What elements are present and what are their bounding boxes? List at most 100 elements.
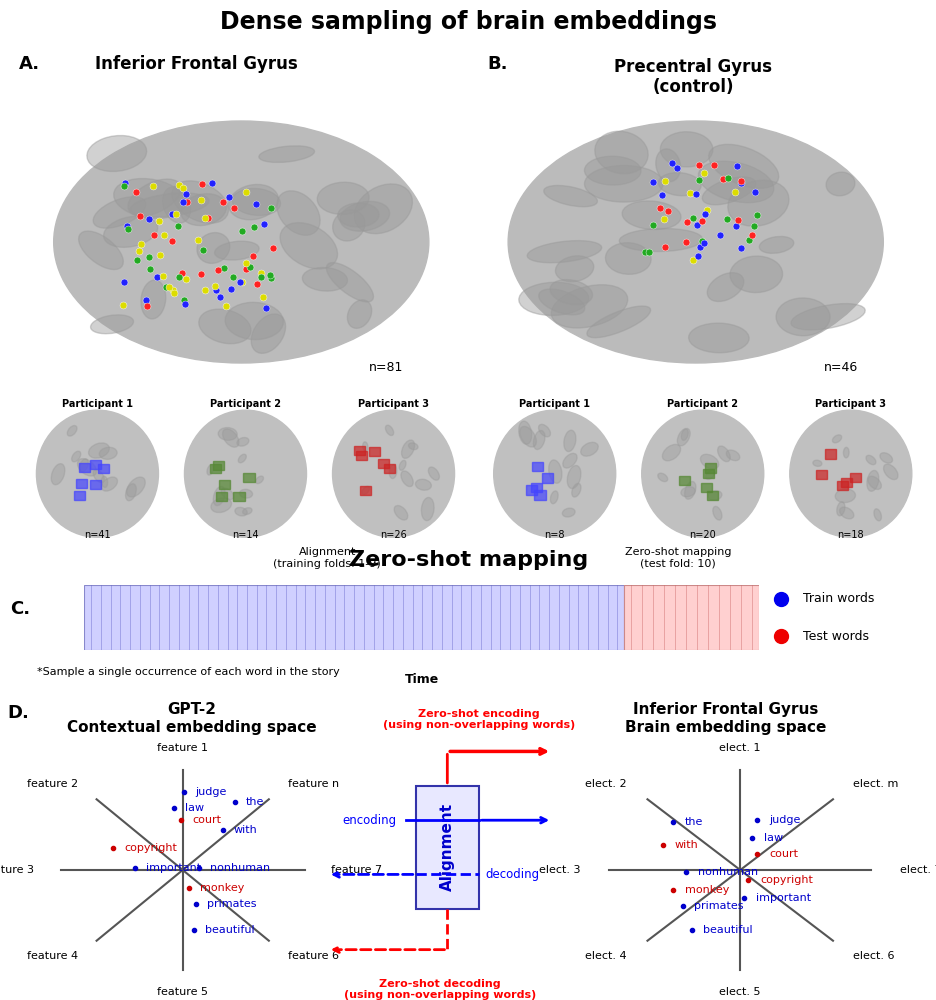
- Ellipse shape: [549, 280, 592, 305]
- Ellipse shape: [214, 241, 259, 260]
- Ellipse shape: [842, 447, 848, 458]
- Ellipse shape: [113, 179, 185, 219]
- Ellipse shape: [555, 256, 593, 282]
- Ellipse shape: [408, 443, 417, 450]
- Ellipse shape: [812, 460, 821, 466]
- Text: Participant 2: Participant 2: [210, 399, 281, 409]
- Bar: [213, 461, 224, 470]
- Ellipse shape: [662, 444, 680, 461]
- Text: Participant 1: Participant 1: [519, 399, 590, 409]
- Bar: [700, 483, 711, 492]
- Text: court: court: [192, 815, 221, 825]
- Ellipse shape: [221, 488, 233, 500]
- Ellipse shape: [879, 453, 892, 463]
- Ellipse shape: [538, 289, 584, 315]
- Text: with: with: [674, 840, 697, 850]
- Text: judge: judge: [195, 787, 226, 797]
- Ellipse shape: [104, 216, 157, 247]
- Ellipse shape: [276, 191, 320, 235]
- Ellipse shape: [712, 506, 721, 520]
- Ellipse shape: [697, 161, 773, 203]
- Ellipse shape: [225, 302, 283, 340]
- Bar: [837, 481, 847, 490]
- Ellipse shape: [865, 455, 875, 465]
- Bar: [824, 449, 835, 459]
- Ellipse shape: [538, 424, 549, 437]
- Ellipse shape: [197, 233, 229, 263]
- Text: n=41: n=41: [84, 530, 110, 540]
- Ellipse shape: [402, 440, 414, 458]
- Text: Zero-shot mapping: Zero-shot mapping: [348, 550, 588, 570]
- Ellipse shape: [337, 203, 379, 227]
- Ellipse shape: [660, 132, 712, 167]
- Ellipse shape: [702, 177, 755, 205]
- Text: copyright: copyright: [124, 843, 177, 853]
- Ellipse shape: [790, 304, 864, 330]
- Text: primates: primates: [694, 901, 743, 911]
- Ellipse shape: [184, 410, 306, 537]
- Bar: [356, 451, 366, 460]
- Text: n=18: n=18: [837, 530, 863, 540]
- Ellipse shape: [594, 131, 648, 174]
- Ellipse shape: [362, 442, 368, 452]
- Ellipse shape: [302, 267, 347, 291]
- Bar: [531, 483, 542, 492]
- Ellipse shape: [708, 144, 778, 188]
- Ellipse shape: [562, 508, 575, 517]
- Ellipse shape: [873, 509, 881, 521]
- Ellipse shape: [866, 470, 878, 491]
- Text: elect. 1: elect. 1: [719, 743, 760, 753]
- Text: Inferior Frontal Gyrus
Brain embedding space: Inferior Frontal Gyrus Brain embedding s…: [625, 702, 826, 735]
- Ellipse shape: [519, 426, 535, 447]
- Text: n=26: n=26: [380, 530, 406, 540]
- Bar: [849, 473, 860, 482]
- Ellipse shape: [543, 185, 597, 207]
- Bar: [354, 446, 365, 455]
- Ellipse shape: [72, 451, 80, 462]
- Ellipse shape: [584, 156, 640, 185]
- Bar: [233, 492, 244, 501]
- Text: with: with: [234, 825, 257, 835]
- Bar: [219, 480, 230, 489]
- Text: n=8: n=8: [544, 530, 564, 540]
- Ellipse shape: [677, 428, 690, 446]
- Text: important: important: [146, 863, 201, 873]
- Ellipse shape: [101, 477, 117, 491]
- Text: judge: judge: [768, 815, 799, 825]
- Ellipse shape: [401, 471, 413, 487]
- Ellipse shape: [67, 426, 77, 436]
- Ellipse shape: [340, 201, 389, 231]
- Ellipse shape: [256, 476, 263, 484]
- Text: elect. m: elect. m: [853, 779, 898, 789]
- Ellipse shape: [533, 430, 545, 450]
- Ellipse shape: [727, 180, 788, 226]
- Ellipse shape: [258, 146, 314, 162]
- Ellipse shape: [548, 460, 562, 483]
- Ellipse shape: [140, 280, 166, 319]
- Text: beautiful: beautiful: [703, 925, 753, 935]
- Ellipse shape: [232, 188, 280, 215]
- Ellipse shape: [688, 323, 748, 353]
- Ellipse shape: [218, 428, 237, 440]
- Text: copyright: copyright: [759, 875, 812, 885]
- Text: beautiful: beautiful: [204, 925, 254, 935]
- Text: B.: B.: [487, 55, 507, 73]
- Bar: [525, 485, 536, 495]
- Bar: [90, 480, 101, 489]
- Ellipse shape: [883, 464, 897, 480]
- Ellipse shape: [89, 443, 110, 458]
- Bar: [841, 478, 851, 487]
- Ellipse shape: [421, 497, 433, 521]
- Bar: [98, 464, 109, 473]
- Ellipse shape: [658, 173, 700, 196]
- Ellipse shape: [78, 459, 96, 476]
- Text: Participant 2: Participant 2: [666, 399, 738, 409]
- Text: monkey: monkey: [684, 885, 729, 895]
- Text: Zero-shot decoding
(using non-overlapping words): Zero-shot decoding (using non-overlappin…: [344, 979, 535, 1000]
- Ellipse shape: [354, 184, 412, 234]
- Ellipse shape: [527, 241, 601, 263]
- Text: n=14: n=14: [232, 530, 258, 540]
- Ellipse shape: [181, 194, 227, 226]
- Text: nonhuman: nonhuman: [210, 863, 270, 873]
- Text: feature 6: feature 6: [287, 951, 339, 961]
